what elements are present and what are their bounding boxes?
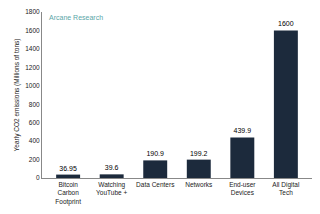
svg-text:800: 800: [29, 100, 40, 107]
svg-text:Arcane Research: Arcane Research: [49, 14, 103, 21]
svg-text:1200: 1200: [25, 64, 40, 71]
svg-text:400: 400: [29, 137, 40, 144]
svg-text:600: 600: [29, 119, 40, 126]
svg-text:199.2: 199.2: [190, 150, 208, 157]
svg-text:36.95: 36.95: [59, 165, 77, 172]
svg-text:439.9: 439.9: [234, 127, 252, 134]
svg-text:1400: 1400: [25, 45, 40, 52]
svg-text:200: 200: [29, 156, 40, 163]
svg-text:0: 0: [36, 174, 40, 181]
svg-text:Yearly CO2 emissions (Millions: Yearly CO2 emissions (Millions of tons): [13, 39, 21, 152]
svg-text:1600: 1600: [25, 27, 40, 34]
svg-text:WatchingYouTube +: WatchingYouTube +: [96, 181, 127, 196]
svg-text:190.9: 190.9: [146, 150, 164, 157]
svg-text:1000: 1000: [25, 82, 40, 89]
svg-text:1600: 1600: [278, 20, 294, 27]
svg-text:1800: 1800: [25, 8, 40, 15]
svg-text:Data Centers: Data Centers: [136, 181, 175, 188]
svg-text:39.6: 39.6: [105, 164, 119, 171]
svg-text:BitcoinCarbonFootprint: BitcoinCarbonFootprint: [55, 181, 81, 206]
svg-text:Networks: Networks: [185, 181, 213, 188]
svg-text:End-userDevices: End-userDevices: [229, 181, 256, 196]
svg-text:All DigitalTech: All DigitalTech: [272, 181, 300, 196]
